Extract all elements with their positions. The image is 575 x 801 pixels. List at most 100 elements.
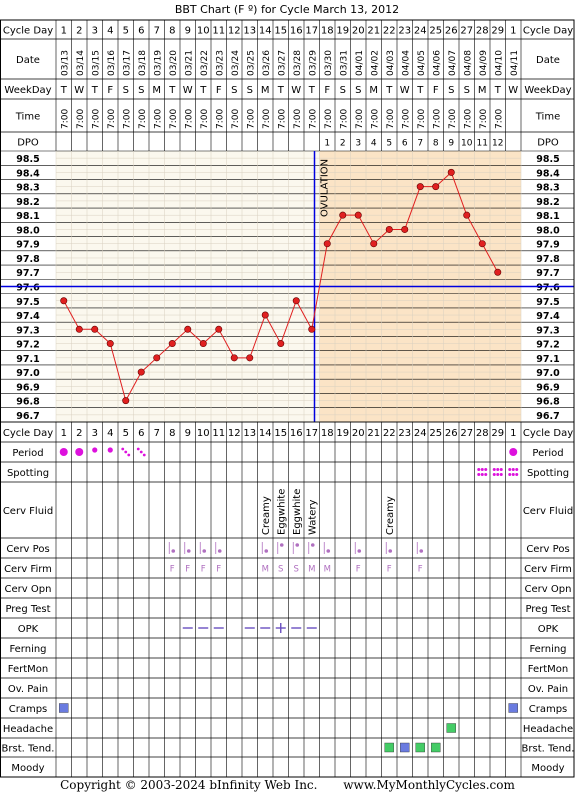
spotting-mark: [477, 473, 481, 476]
time-cell: 7:00: [138, 109, 148, 129]
cycle-day-cell: 1: [510, 428, 516, 439]
date-cell: 03/30: [324, 50, 334, 76]
period-heavy-mark: [75, 448, 84, 456]
cerv-firm-cell: F: [356, 565, 361, 575]
weekday-cell: S: [464, 85, 470, 96]
weekday-cell: M: [152, 85, 161, 96]
date-cell: 04/07: [448, 50, 458, 76]
cycle_day-cell: 21: [367, 26, 380, 37]
row-label-right-cramps: Cramps: [529, 704, 568, 715]
date-cell: 03/24: [231, 50, 241, 76]
cycle-day-cell: 2: [76, 428, 82, 439]
weekday-cell: W: [508, 85, 518, 96]
cycle-day-cell: 5: [123, 428, 129, 439]
weekday-cell: S: [448, 85, 454, 96]
temperature-point: [75, 325, 83, 333]
spotting-mark: [499, 468, 503, 471]
temperature-point: [447, 168, 455, 176]
row-label-right-time: Time: [535, 112, 560, 123]
cycle-day-cell: 25: [429, 428, 442, 439]
date-cell: 04/10: [494, 50, 504, 76]
row-label-right-cerv_pos: Cerv Pos: [526, 544, 569, 555]
cycle-day-cell: 29: [491, 428, 504, 439]
y-tick-label-left: 97.2: [16, 340, 39, 351]
cycle-day-cell: 19: [336, 428, 349, 439]
row-label-cerv_pos: Cerv Pos: [6, 544, 49, 555]
y-tick-label-left: 97.4: [16, 311, 40, 322]
time-cell: 7:00: [122, 109, 132, 129]
weekday-cell: M: [261, 85, 270, 96]
chart-title: BBT Chart (F º) for Cycle March 13, 2012: [175, 3, 399, 16]
y-tick-label-right: 96.9: [536, 382, 559, 393]
date-cell: 03/14: [76, 50, 86, 76]
time-cell: 7:00: [91, 109, 101, 129]
cycle-day-cell: 20: [352, 428, 365, 439]
row-label-cycle_day: Cycle Day: [3, 428, 53, 439]
row-label-cycle_day: Cycle Day: [3, 26, 53, 37]
y-tick-label-right: 96.8: [536, 397, 560, 408]
time-cell: 7:00: [246, 109, 256, 129]
time-cell: 7:00: [355, 109, 365, 129]
spotting-mark: [511, 473, 515, 476]
cycle-day-cell: 22: [383, 428, 396, 439]
cycle_day-cell: 12: [228, 26, 241, 37]
time-cell: 7:00: [215, 109, 225, 129]
weekday-cell: M: [369, 85, 378, 96]
temperature-point: [292, 297, 300, 305]
row-label-opk: OPK: [18, 624, 39, 635]
row-label-cerv_opn: Cerv Opn: [5, 584, 52, 595]
period-medium-mark: [92, 447, 98, 453]
y-tick-label-left: 96.8: [16, 397, 40, 408]
time-cell: 7:00: [262, 109, 272, 129]
temperature-point: [168, 340, 176, 348]
time-cell: 7:00: [417, 109, 427, 129]
date-cell: 03/26: [262, 50, 272, 76]
row-label-right-cerv_opn: Cerv Opn: [525, 584, 572, 595]
cerv-pos-dot: [295, 543, 300, 547]
cerv-fluid-cell: Eggwhite: [276, 489, 287, 535]
temperature-point: [246, 354, 254, 362]
y-tick-label-left: 98.0: [16, 225, 40, 236]
cycle_day-cell: 1: [510, 26, 516, 37]
weekday-cell: T: [494, 85, 502, 96]
y-tick-label-right: 97.9: [536, 240, 559, 251]
headache-mark: [446, 723, 456, 733]
period-light-mark: [127, 453, 131, 457]
cycle-day-cell: 23: [398, 428, 411, 439]
date-cell: 03/27: [277, 50, 287, 76]
cycle_day-cell: 28: [476, 26, 489, 37]
site-link[interactable]: www.MyMonthlyCycles.com: [343, 778, 515, 792]
y-tick-label-right: 98.4: [536, 168, 560, 179]
date-cell: 03/23: [215, 50, 225, 76]
row-label-period: Period: [12, 448, 43, 459]
spotting-mark: [511, 468, 515, 471]
spotting-mark: [484, 473, 488, 476]
dpo-cell: 6: [402, 139, 408, 149]
cerv-pos-dot: [326, 549, 331, 553]
temperature-point: [323, 240, 331, 248]
time-cell: 7:00: [107, 109, 117, 129]
y-tick-label-left: 98.4: [16, 168, 40, 179]
date-cell: 03/21: [184, 50, 194, 76]
temperature-point: [106, 340, 114, 348]
y-tick-label-right: 97.3: [536, 325, 559, 336]
time-cell: 7:00: [153, 109, 163, 129]
y-tick-label-left: 97.9: [16, 240, 39, 251]
date-cell: 03/28: [293, 50, 303, 76]
cramps-mark: [59, 703, 69, 713]
brst_tend-mark: [400, 742, 410, 753]
temperature-point: [153, 354, 161, 362]
y-tick-label-left: 98.3: [16, 183, 39, 194]
brst_tend-mark: [384, 742, 394, 753]
cycle-day-cell: 15: [274, 428, 287, 439]
spotting-mark: [480, 473, 484, 476]
spotting-mark: [515, 468, 519, 471]
date-cell: 03/13: [60, 50, 70, 76]
cycle_day-cell: 20: [352, 26, 365, 37]
row-label-right-fertmon: FertMon: [528, 664, 568, 675]
dpo-cell: 11: [477, 139, 488, 149]
cycle_day-cell: 3: [92, 26, 98, 37]
cycle-day-cell: 7: [154, 428, 160, 439]
y-tick-label-right: 97.6: [536, 283, 560, 294]
cycle-day-cell: 12: [228, 428, 241, 439]
